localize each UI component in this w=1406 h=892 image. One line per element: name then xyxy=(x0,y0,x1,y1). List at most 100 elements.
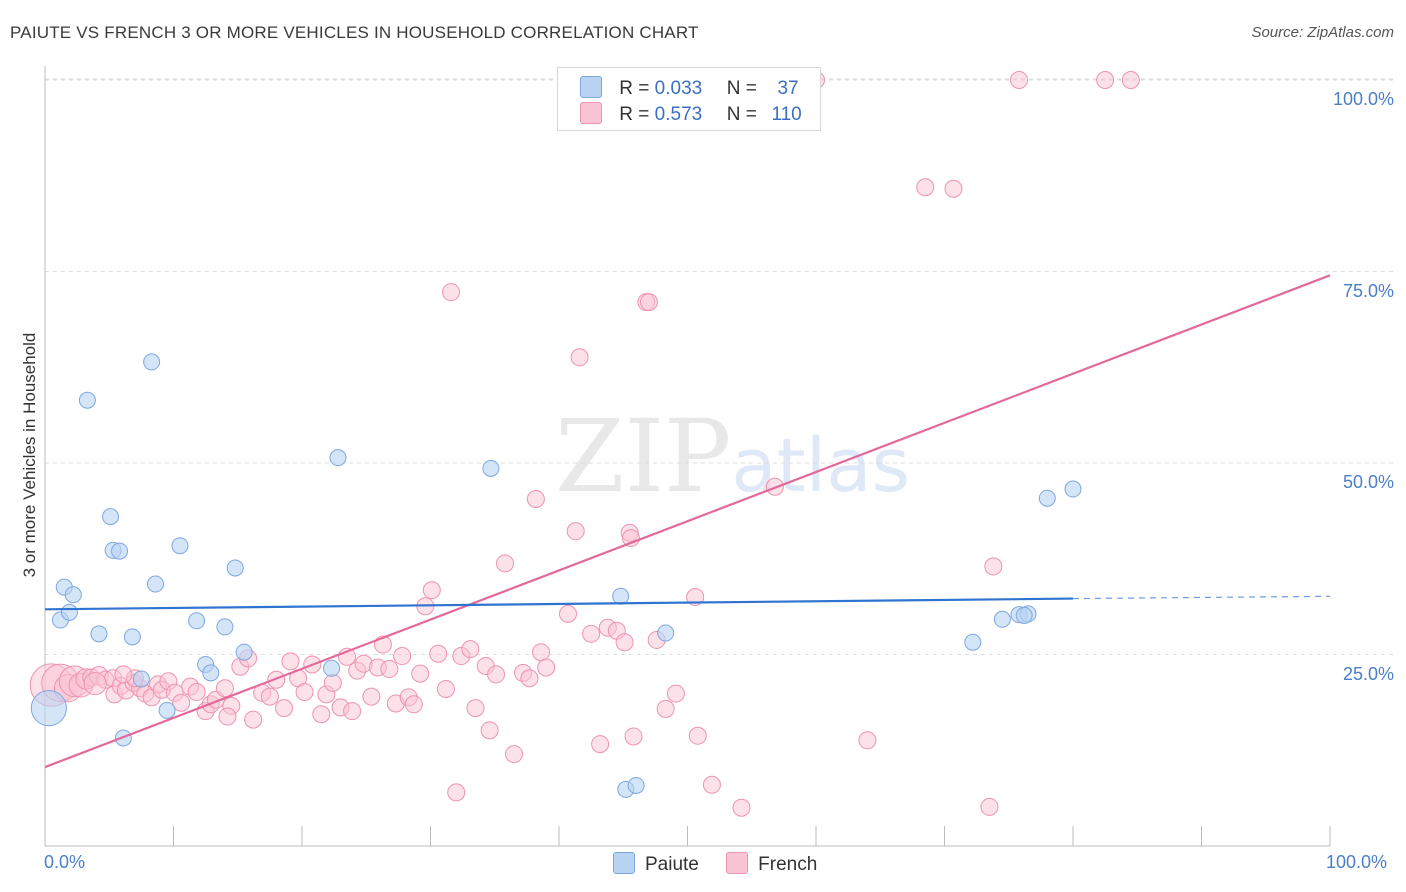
y-tick-label-2: 75.0% xyxy=(1342,280,1394,301)
french-point xyxy=(566,522,585,541)
stats-legend: R = 0.033 N = 37 R = 0.573 N = 110 xyxy=(557,67,821,131)
paiute-trend-line xyxy=(44,597,1074,611)
paiute-n-label: N = xyxy=(726,78,757,99)
paiute-point xyxy=(158,701,176,719)
french-points xyxy=(29,71,1140,817)
french-point xyxy=(526,490,545,509)
french-point xyxy=(393,647,412,666)
legend-row-french: R = 0.573 N = 110 xyxy=(580,102,802,126)
french-point xyxy=(442,283,461,302)
french-point xyxy=(436,679,455,698)
french-point xyxy=(461,640,480,659)
watermark: ZIPatlas xyxy=(555,398,910,515)
french-point xyxy=(187,683,206,702)
paiute-swatch xyxy=(580,76,602,98)
paiute-legend-label: Paiute xyxy=(645,854,699,875)
x-tick-label-max: 100.0% xyxy=(1326,852,1388,872)
french-point xyxy=(615,633,634,652)
french-point xyxy=(260,687,279,706)
paiute-r-value: 0.033 xyxy=(654,78,703,99)
watermark-atlas: atlas xyxy=(731,423,911,509)
french-point xyxy=(505,745,524,764)
legend-row-paiute: R = 0.033 N = 37 xyxy=(580,76,799,100)
paiute-trend-extension xyxy=(1072,595,1331,600)
french-n-label: N = xyxy=(726,104,757,125)
paiute-point xyxy=(627,776,645,794)
legend-item-paiute[interactable]: Paiute xyxy=(613,852,699,876)
paiute-point xyxy=(964,633,982,651)
paiute-point xyxy=(143,353,161,371)
paiute-point xyxy=(64,586,82,604)
paiute-point xyxy=(235,643,253,661)
french-point xyxy=(422,581,441,600)
legend-item-french[interactable]: French xyxy=(726,852,817,876)
series-legend: Paiute French xyxy=(613,852,839,876)
paiute-point xyxy=(123,628,141,646)
paiute-n-value: 37 xyxy=(777,78,799,99)
french-point xyxy=(656,699,675,718)
french-point xyxy=(404,695,423,714)
paiute-point xyxy=(188,612,206,630)
watermark-zip: ZIP xyxy=(555,398,732,515)
french-point xyxy=(172,693,191,712)
x-tick-label-min: 0.0% xyxy=(44,852,86,872)
source-credit: Source: ZipAtlas.com xyxy=(1251,24,1394,41)
french-point xyxy=(218,707,237,726)
paiute-point xyxy=(612,587,630,605)
french-point xyxy=(558,604,577,623)
french-point xyxy=(520,669,539,688)
french-point xyxy=(639,293,658,312)
chart-title: PAIUTE VS FRENCH 3 OR MORE VEHICLES IN H… xyxy=(10,23,699,42)
paiute-point xyxy=(147,575,165,593)
paiute-r-label: R = xyxy=(619,78,650,99)
french-point xyxy=(1010,71,1029,89)
french-point xyxy=(666,684,685,703)
french-point xyxy=(343,702,362,721)
french-point xyxy=(732,798,751,817)
french-point xyxy=(532,643,551,662)
paiute-point xyxy=(1015,606,1033,624)
french-point xyxy=(686,588,705,607)
french-point xyxy=(688,726,707,745)
french-point xyxy=(1096,71,1115,89)
french-point xyxy=(429,644,448,663)
paiute-point xyxy=(30,690,67,727)
french-point xyxy=(980,797,999,816)
paiute-point xyxy=(226,559,244,577)
french-point xyxy=(1121,71,1140,89)
y-axis-label: 3 or more Vehicles in Household xyxy=(20,332,39,578)
french-point xyxy=(267,670,286,689)
gridlines xyxy=(45,78,1395,655)
french-point xyxy=(83,672,107,696)
french-legend-label: French xyxy=(758,854,818,875)
paiute-point xyxy=(482,459,500,477)
paiute-point xyxy=(323,659,341,677)
paiute-point xyxy=(171,537,189,555)
y-tick-label-0: 25.0% xyxy=(1342,663,1394,684)
french-point xyxy=(537,658,556,677)
french-point xyxy=(312,705,331,724)
french-point xyxy=(624,727,643,746)
y-tick-label-1: 50.0% xyxy=(1342,472,1394,492)
french-point xyxy=(591,735,610,754)
paiute-points xyxy=(30,353,1082,798)
french-point xyxy=(244,710,263,729)
paiute-point xyxy=(993,610,1011,628)
paiute-point xyxy=(60,603,78,621)
paiute-point xyxy=(216,618,234,636)
french-n-value: 110 xyxy=(771,104,802,125)
french-point xyxy=(944,179,963,198)
french-point xyxy=(215,679,234,698)
trend-lines xyxy=(44,274,1331,769)
paiute-point xyxy=(111,542,129,560)
french-point xyxy=(466,699,485,718)
paiute-point xyxy=(202,664,220,682)
french-point xyxy=(411,664,430,683)
french-point xyxy=(702,775,721,794)
paiute-point xyxy=(90,625,108,643)
french-point xyxy=(487,665,506,684)
french-point xyxy=(362,687,381,706)
paiute-point xyxy=(1064,480,1082,498)
french-point xyxy=(858,731,877,750)
